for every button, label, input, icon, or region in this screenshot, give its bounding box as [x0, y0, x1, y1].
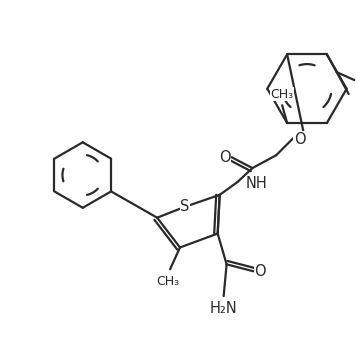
Text: H₂N: H₂N — [210, 302, 237, 317]
Text: O: O — [294, 132, 306, 147]
Text: O: O — [255, 264, 266, 279]
Text: S: S — [180, 199, 190, 214]
Text: O: O — [219, 150, 230, 165]
Text: NH: NH — [246, 177, 267, 191]
Text: CH₃: CH₃ — [271, 88, 294, 101]
Text: CH₃: CH₃ — [157, 275, 180, 288]
